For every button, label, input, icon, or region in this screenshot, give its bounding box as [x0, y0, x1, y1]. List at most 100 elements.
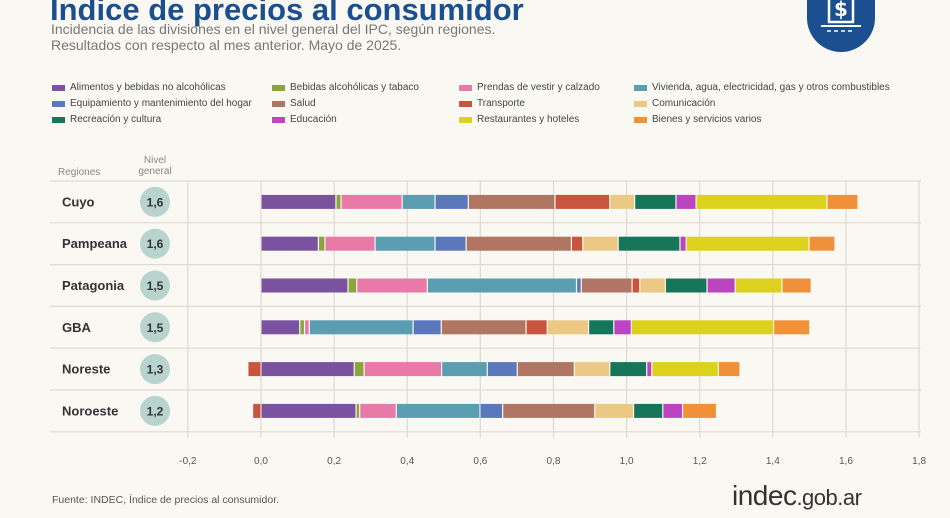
legend-item: Restaurantes y hoteles	[459, 114, 579, 125]
bar-segment	[581, 278, 632, 293]
bar-segment	[466, 236, 571, 251]
general-level-value: 1,6	[147, 237, 164, 251]
bar-segment	[442, 362, 487, 377]
legend-label: Restaurantes y hoteles	[477, 114, 580, 125]
dollar-document-icon: $	[807, 0, 875, 52]
x-tick-label: 1,0	[620, 456, 634, 467]
legend-label: Equipamiento y mantenimiento del hogar	[70, 98, 252, 109]
bar-segment	[686, 236, 809, 251]
bar-segment	[696, 194, 827, 209]
bar-segment	[631, 320, 773, 335]
bar-segment	[614, 320, 631, 335]
bar-segment	[487, 362, 517, 377]
bar-segment	[348, 278, 357, 293]
bar-segment	[735, 278, 782, 293]
source-note: Fuente: INDEC, Índice de precios al cons…	[52, 494, 280, 506]
bar-segment	[547, 320, 588, 335]
general-level-header-line-2: general	[138, 166, 172, 177]
general-level-badge	[140, 395, 170, 426]
x-tick-label: -0,2	[179, 456, 197, 467]
legend: Alimentos y bebidas no alcohólicas Bebida…	[52, 82, 922, 130]
legend-label: Comunicación	[652, 98, 716, 109]
x-tick-label: 0,4	[400, 456, 414, 467]
bar-segment	[577, 278, 581, 293]
legend-item: Educación	[272, 114, 337, 125]
bar-segment	[618, 236, 680, 251]
bar-segment	[782, 278, 811, 293]
bar-segment	[683, 403, 716, 418]
general-level-badge	[140, 312, 170, 343]
legend-swatch	[634, 100, 647, 107]
bar-segment	[680, 236, 686, 251]
bar-segment	[318, 236, 325, 251]
legend-swatch	[52, 116, 65, 123]
general-level-badge	[140, 186, 170, 217]
bar-segment	[517, 362, 574, 377]
bar-segment	[574, 362, 610, 377]
legend-item: Transporte	[459, 98, 525, 109]
bar-segment	[261, 403, 356, 418]
legend-item: Bienes y servicios varios	[634, 114, 761, 125]
bar-segment	[503, 403, 595, 418]
page-title: Índice de precios al consumidor	[50, 0, 524, 27]
bar-segment	[589, 320, 614, 335]
legend-item: Recreación y cultura	[52, 114, 161, 125]
x-tick-label: 1,6	[839, 456, 853, 467]
legend-swatch	[459, 100, 472, 107]
legend-swatch	[272, 84, 285, 91]
legend-label: Transporte	[477, 98, 525, 109]
bar-segment	[809, 236, 835, 251]
svg-text:$: $	[834, 0, 848, 21]
regions-header: Regiones	[58, 167, 101, 178]
legend-swatch	[272, 116, 285, 123]
bar-segment	[652, 362, 718, 377]
legend-label: Salud	[290, 98, 316, 109]
general-level-badge	[140, 270, 170, 301]
bar-segment	[360, 403, 396, 418]
bar-segment	[364, 362, 442, 377]
legend-label: Educación	[290, 114, 337, 125]
bar-segment	[305, 320, 309, 335]
bar-segment	[261, 236, 318, 251]
bar-segment	[635, 194, 676, 209]
bar-segment	[468, 194, 555, 209]
bar-segment	[356, 403, 360, 418]
legend-label: Recreación y cultura	[70, 114, 162, 125]
region-label: Patagonia	[62, 278, 125, 293]
bar-segment	[427, 278, 576, 293]
legend-swatch	[52, 100, 65, 107]
bar-segment	[595, 403, 633, 418]
region-label: GBA	[62, 320, 92, 335]
general-level-header: Nivel general	[133, 155, 177, 177]
bar-segment	[774, 320, 810, 335]
bar-segment	[707, 278, 735, 293]
bar-segment	[555, 194, 610, 209]
legend-swatch	[272, 100, 285, 107]
legend-item: Equipamiento y mantenimiento del hogar	[52, 98, 252, 109]
general-level-value: 1,3	[147, 363, 164, 377]
bar-segment	[402, 194, 435, 209]
x-tick-label: 0,2	[327, 456, 341, 467]
legend-label: Alimentos y bebidas no alcohólicas	[70, 82, 226, 93]
legend-swatch	[52, 84, 65, 91]
x-tick-label: 0,8	[547, 456, 561, 467]
bar-segment	[583, 236, 618, 251]
subtitle-line-2: Resultados con respecto al mes anterior.…	[51, 37, 402, 53]
bar-segment	[435, 236, 466, 251]
bar-segment	[663, 403, 682, 418]
legend-label: Prendas de vestir y calzado	[477, 82, 600, 93]
bar-segment	[526, 320, 547, 335]
legend-swatch	[459, 116, 472, 123]
bar-segment	[634, 403, 663, 418]
bar-segment	[610, 194, 635, 209]
bar-segment	[354, 362, 364, 377]
bar-segment	[261, 278, 348, 293]
general-level-header-line-1: Nivel	[143, 155, 167, 166]
bar-segment	[253, 403, 261, 418]
bar-segment	[571, 236, 583, 251]
general-level-badge	[140, 228, 170, 259]
general-level-value: 1,2	[147, 404, 164, 418]
general-level-badge	[140, 354, 170, 385]
brand-domain: .gob.ar	[796, 485, 862, 510]
